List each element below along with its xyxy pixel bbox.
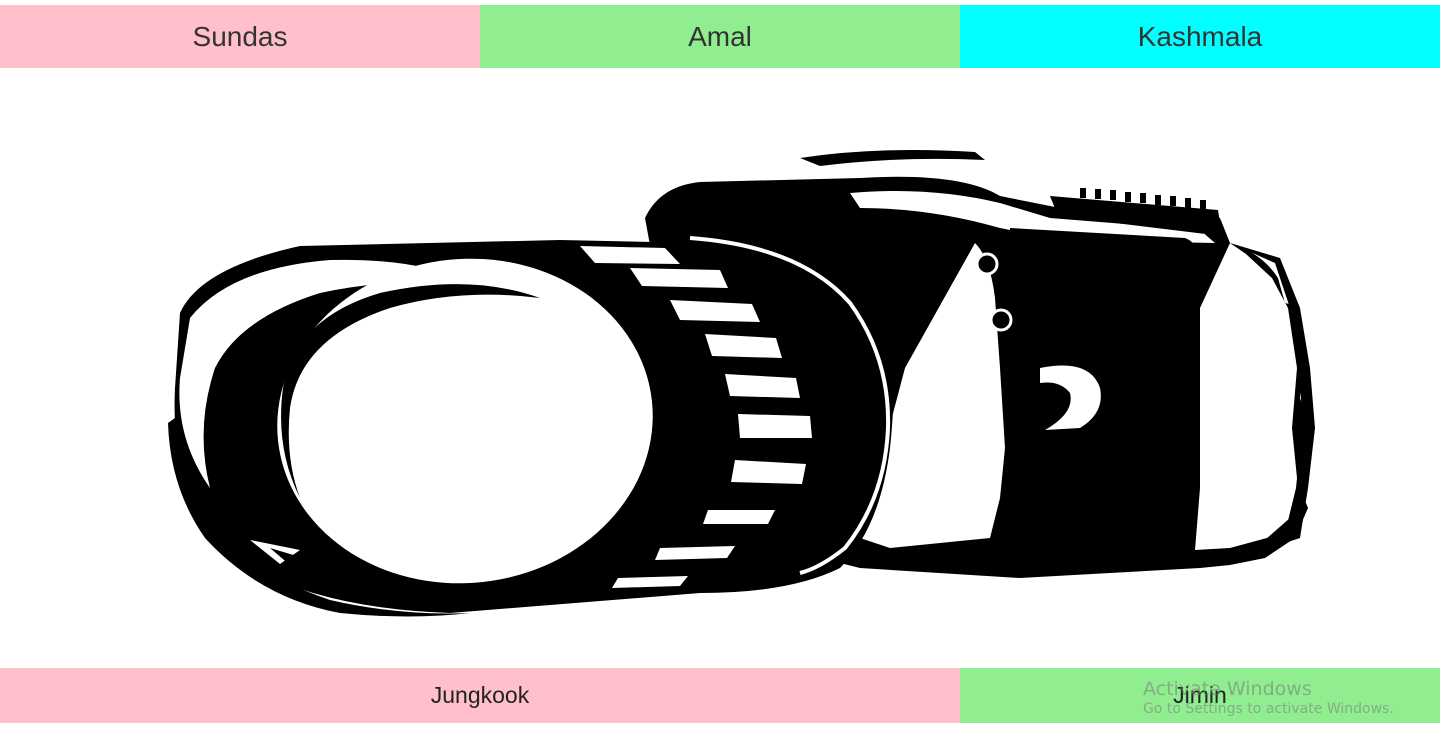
- nav-item-label: Jungkook: [430, 682, 530, 708]
- nav-item-amal[interactable]: Amal: [480, 5, 960, 68]
- nav-item-label: Amal: [688, 20, 752, 52]
- top-nav: Sundas Amal Kashmala: [0, 5, 1440, 68]
- nav-item-label: Kashmala: [1137, 20, 1263, 52]
- nav-item-label: Sundas: [192, 20, 288, 52]
- nav-item-label: Jimin: [1173, 682, 1227, 708]
- bottom-nav: Jungkook Jimin: [0, 668, 1440, 723]
- nav-item-kashmala[interactable]: Kashmala: [960, 5, 1440, 68]
- nav-item-sundas[interactable]: Sundas: [0, 5, 480, 68]
- camera-icon: [168, 150, 1315, 617]
- nav-item-jimin[interactable]: Jimin: [960, 668, 1440, 723]
- nav-item-jungkook[interactable]: Jungkook: [0, 668, 960, 723]
- hero-image: [0, 68, 1440, 668]
